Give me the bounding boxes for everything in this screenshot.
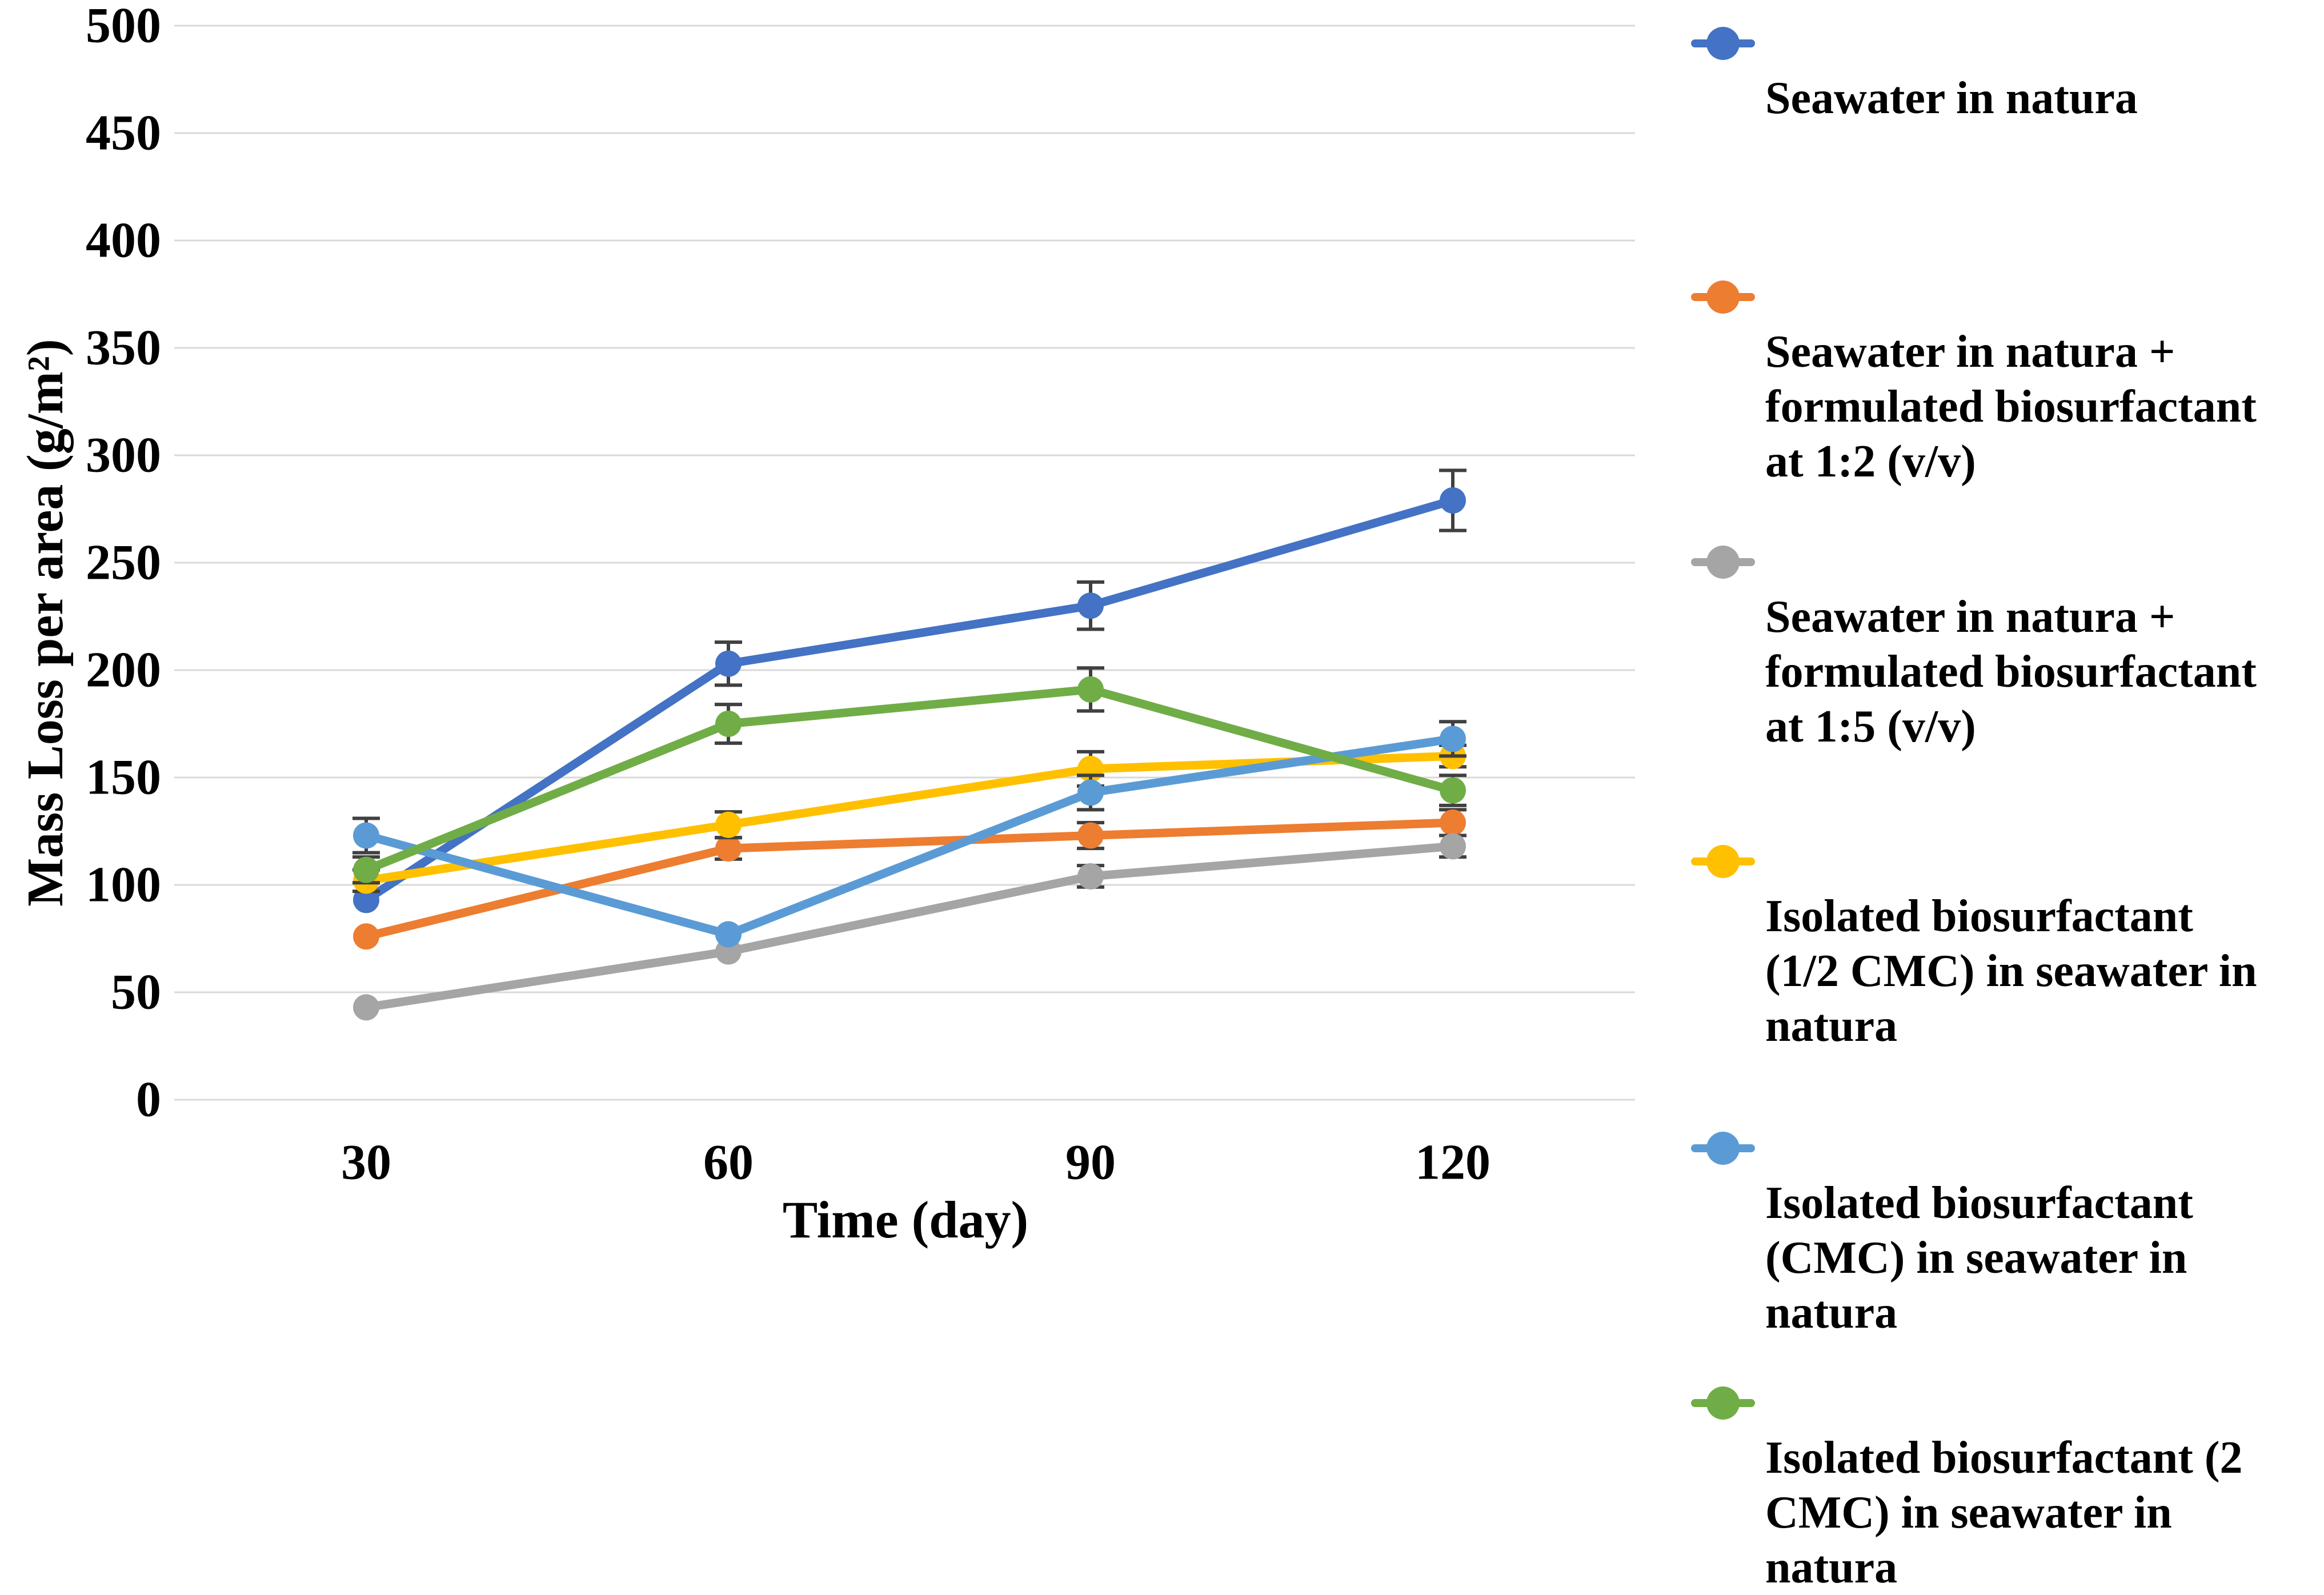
data-point (1077, 779, 1104, 806)
legend-marker-icon (1691, 1376, 1760, 1430)
data-point (1077, 863, 1104, 889)
series-line (362, 841, 1457, 1012)
legend-marker-icon (1691, 535, 1760, 590)
legend-label: Seawater in natura + formulated biosurfa… (1765, 327, 2257, 487)
legend-marker-icon (1691, 1121, 1760, 1176)
legend-item-seawater: Seawater in natura (1691, 16, 2324, 126)
x-axis-title: Time (day) (782, 1191, 1029, 1249)
x-tick-label: 90 (1065, 1135, 1116, 1191)
data-point (1077, 822, 1104, 849)
data-point (715, 921, 742, 948)
data-point (353, 856, 379, 883)
legend-item-isolated-cmc: Isolated biosurfactant (CMC) in seawater… (1691, 1121, 2324, 1340)
y-tick-label: 200 (86, 643, 161, 698)
y-tick-label: 500 (86, 0, 161, 54)
y-axis-title: Mass Loss per area (g/m²) (17, 339, 74, 907)
y-tick-label: 150 (86, 750, 161, 805)
series-5 (352, 666, 1466, 885)
series-4 (352, 720, 1466, 948)
data-point (1077, 676, 1104, 703)
y-tick-label: 400 (86, 213, 161, 268)
data-point (1440, 809, 1466, 836)
data-point (1440, 487, 1466, 514)
data-point (715, 811, 742, 838)
data-point (353, 822, 379, 849)
legend-marker-icon (1691, 270, 1760, 324)
legend-item-isolated-half-cmc: Isolated biosurfactant (1/2 CMC) in seaw… (1691, 834, 2324, 1053)
series-line (362, 496, 1457, 904)
data-point (1440, 726, 1466, 752)
y-tick-label: 100 (86, 857, 161, 913)
series-0 (353, 468, 1466, 913)
y-tick-label: 50 (111, 965, 161, 1020)
legend-label: Isolated biosurfactant (2 CMC) in seawat… (1765, 1433, 2243, 1593)
legend-marker-icon (1691, 834, 1760, 889)
y-tick-label: 250 (86, 535, 161, 591)
y-tick-label: 450 (86, 106, 161, 161)
legend-marker-icon (1691, 16, 1760, 71)
mass-loss-line-chart: 0 50 100 150 200 250 300 350 400 450 500 30 60 90 120 … (17, 0, 2324, 1593)
y-tick-label: 0 (136, 1072, 161, 1128)
data-point (353, 887, 379, 913)
series-line (362, 818, 1457, 941)
x-tick-label: 120 (1415, 1135, 1490, 1191)
series-line (362, 685, 1457, 875)
data-point (353, 994, 379, 1021)
legend-label: Isolated biosurfactant (CMC) in seawater… (1765, 1178, 2193, 1338)
x-tick-label: 30 (341, 1135, 391, 1191)
x-tick-label: 60 (703, 1135, 754, 1191)
legend-item-biosurfactant-1-5: Seawater in natura + formulated biosurfa… (1691, 535, 2324, 754)
y-tick-label: 300 (86, 428, 161, 483)
data-point (1440, 777, 1466, 804)
plot-area: 0 50 100 150 200 250 300 350 400 450 500 30 60 90 120 (86, 0, 1635, 1191)
data-point (715, 650, 742, 677)
legend-item-isolated-2cmc: Isolated biosurfactant (2 CMC) in seawat… (1691, 1376, 2324, 1595)
data-point (715, 835, 742, 862)
legend-item-biosurfactant-1-2: Seawater in natura + formulated biosurfa… (1691, 270, 2324, 489)
series-line (362, 734, 1457, 939)
data-point (353, 923, 379, 950)
series-2 (353, 833, 1466, 1021)
legend-label: Seawater in natura + formulated biosurfa… (1765, 592, 2257, 752)
data-point (715, 711, 742, 737)
legend-label: Seawater in natura (1765, 73, 2138, 123)
legend-label: Isolated biosurfactant (1/2 CMC) in seaw… (1765, 891, 2257, 1051)
legend: Seawater in natura Seawater in natura + … (1691, 0, 2324, 1593)
y-tick-label: 350 (86, 320, 161, 376)
series-1 (353, 808, 1466, 950)
data-point (1077, 592, 1104, 619)
data-point (1440, 833, 1466, 860)
